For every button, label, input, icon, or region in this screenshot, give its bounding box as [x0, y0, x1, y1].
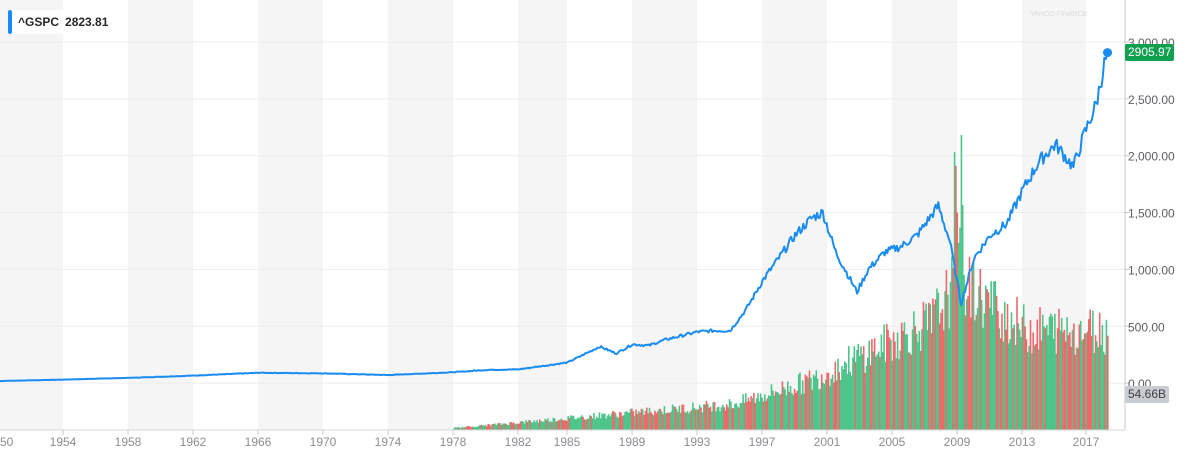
- x-tick-label: 1978: [440, 435, 467, 449]
- grid-lines: [0, 41, 1125, 384]
- x-tick-label: 2009: [944, 435, 971, 449]
- watermark: YAHOO FINANCE: [1030, 11, 1088, 18]
- x-tick-label: 1958: [115, 435, 142, 449]
- year-band: [632, 0, 697, 430]
- x-tick-label: 2013: [1009, 435, 1036, 449]
- volume-bars: [453, 135, 1109, 430]
- last-price-tag: 2905.97: [1125, 44, 1175, 61]
- x-tick-label: 1966: [245, 435, 272, 449]
- year-band: [388, 0, 453, 430]
- y-axis-ticks: 3,000.002,500.002,000.001,500.001,000.00…: [1125, 36, 1175, 391]
- year-band: [258, 0, 323, 430]
- y-tick-label: 2,500.00: [1128, 93, 1175, 107]
- price-line[interactable]: [0, 52, 1109, 383]
- x-tick-label: 1993: [684, 435, 711, 449]
- y-tick-label: 2,000.00: [1128, 150, 1175, 164]
- year-band: [0, 0, 63, 430]
- x-tick-label: 50: [0, 435, 14, 449]
- legend-value: 2823.81: [65, 15, 109, 29]
- x-tick-label: 1997: [749, 435, 776, 449]
- x-tick-label: 1989: [619, 435, 646, 449]
- y-tick-label: 500.00: [1128, 320, 1165, 334]
- y-tick-label: 1,500.00: [1128, 207, 1175, 221]
- series-color-swatch: [8, 10, 12, 34]
- legend[interactable]: ^GSPC 2823.81: [8, 10, 115, 34]
- x-tick-label: 1954: [50, 435, 77, 449]
- x-tick-label: 1974: [375, 435, 402, 449]
- x-tick-label: 2005: [879, 435, 906, 449]
- x-axis-ticks: 50 1954 1958 1962 1966 1970 1974 1978 1982 1985 19…: [0, 430, 1100, 449]
- y-tick-label: 1,000.00: [1128, 263, 1175, 277]
- last-volume-tag: 54.66B: [1125, 386, 1170, 403]
- x-tick-label: 2017: [1073, 435, 1100, 449]
- year-band: [518, 0, 567, 430]
- last-price-dot[interactable]: [1103, 48, 1113, 58]
- x-tick-label: 2001: [814, 435, 841, 449]
- year-band: [128, 0, 193, 430]
- x-tick-label: 1985: [554, 435, 581, 449]
- legend-symbol: ^GSPC: [18, 15, 60, 29]
- x-tick-label: 1982: [505, 435, 532, 449]
- x-tick-label: 1970: [310, 435, 337, 449]
- x-tick-label: 1962: [180, 435, 207, 449]
